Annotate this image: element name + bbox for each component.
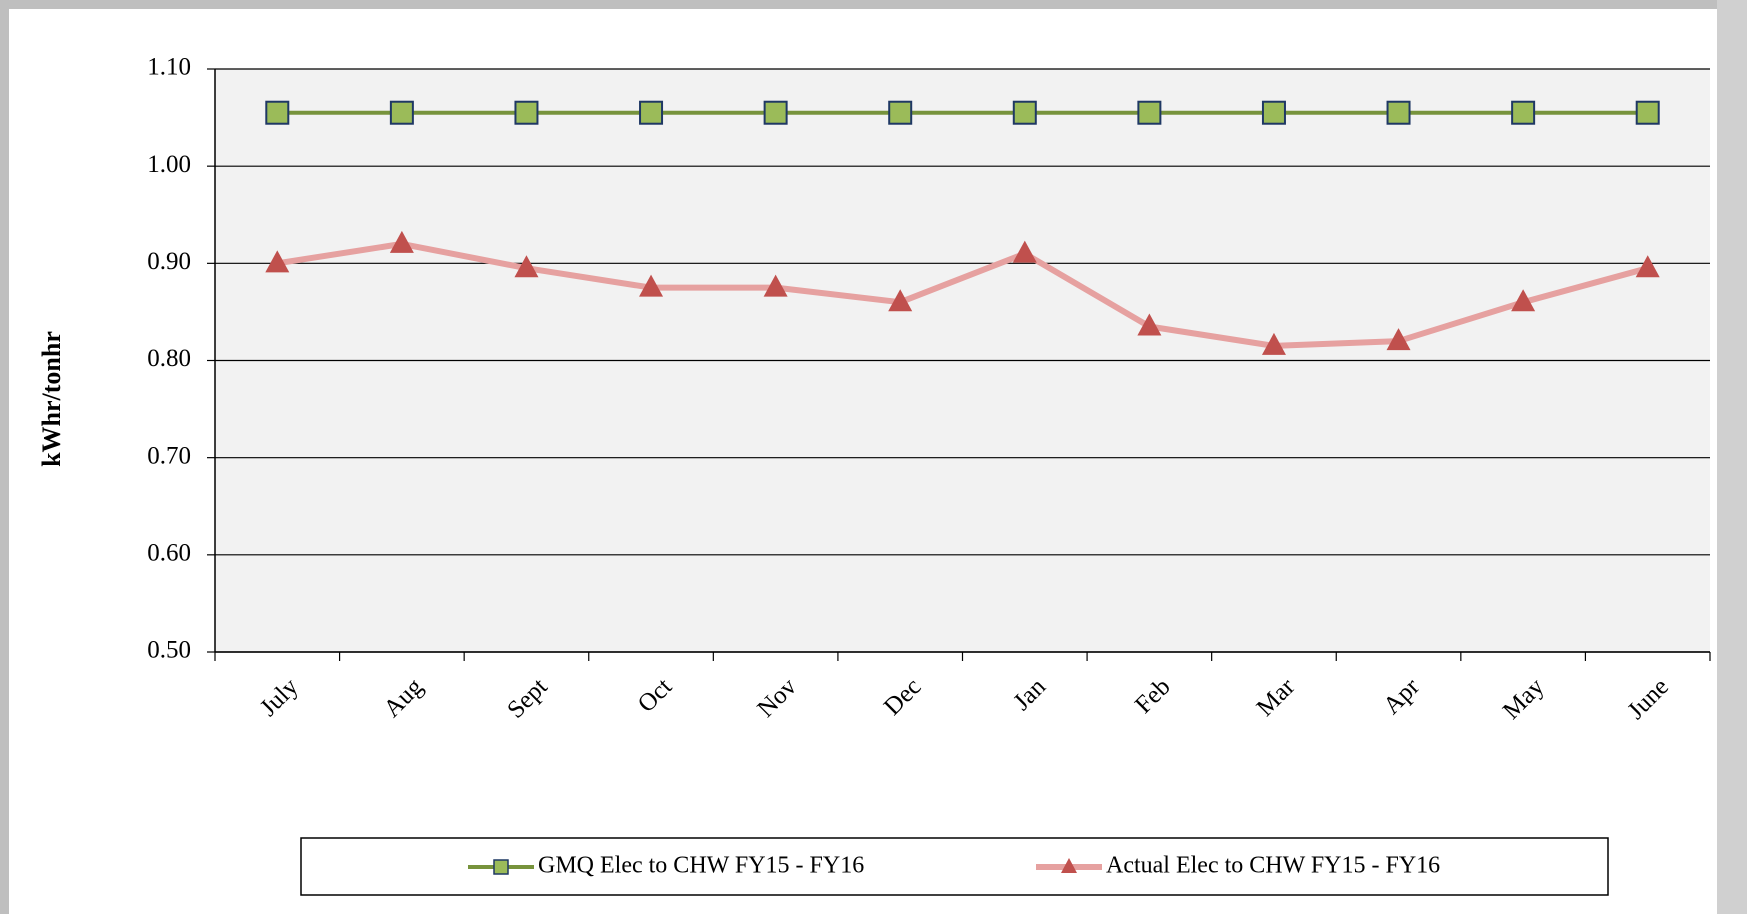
data-point xyxy=(265,100,290,125)
data-point xyxy=(639,274,664,297)
data-point xyxy=(1386,100,1411,125)
data-point xyxy=(1261,332,1286,355)
y-tick-label: 0.60 xyxy=(147,540,191,567)
series-line xyxy=(276,240,1649,349)
data-point xyxy=(1635,100,1660,125)
y-tick-label: 0.70 xyxy=(147,442,191,469)
data-point xyxy=(1511,289,1536,312)
data-point xyxy=(514,255,539,278)
data-point xyxy=(763,100,788,125)
y-tick-label: 0.50 xyxy=(147,637,191,664)
data-point xyxy=(1137,100,1162,125)
y-tick-label: 1.00 xyxy=(147,151,191,178)
data-point xyxy=(1012,100,1037,125)
y-tick-label: 0.90 xyxy=(147,248,191,275)
data-point xyxy=(1137,313,1162,336)
legend-marker xyxy=(1061,858,1077,873)
data-point xyxy=(265,250,290,273)
data-point xyxy=(1386,328,1411,351)
y-tick-label: 0.80 xyxy=(147,345,191,372)
y-tick-label: 1.10 xyxy=(147,54,191,81)
data-point xyxy=(1012,240,1037,263)
data-point xyxy=(639,100,664,125)
data-point xyxy=(1635,255,1660,278)
data-point xyxy=(514,100,539,125)
legend-label: GMQ Elec to CHW FY15 - FY16 xyxy=(538,853,864,879)
data-point xyxy=(1511,100,1536,125)
legend-label: Actual Elec to CHW FY15 - FY16 xyxy=(1106,853,1440,879)
data-point xyxy=(1261,100,1286,125)
data-point xyxy=(763,274,788,297)
data-point xyxy=(888,100,913,125)
y-axis-label: kWhr/tonhr xyxy=(37,331,66,467)
data-point xyxy=(389,100,414,125)
data-point xyxy=(389,230,414,253)
legend-marker xyxy=(493,859,509,875)
data-point xyxy=(888,289,913,312)
frame-edge xyxy=(1717,0,1747,914)
